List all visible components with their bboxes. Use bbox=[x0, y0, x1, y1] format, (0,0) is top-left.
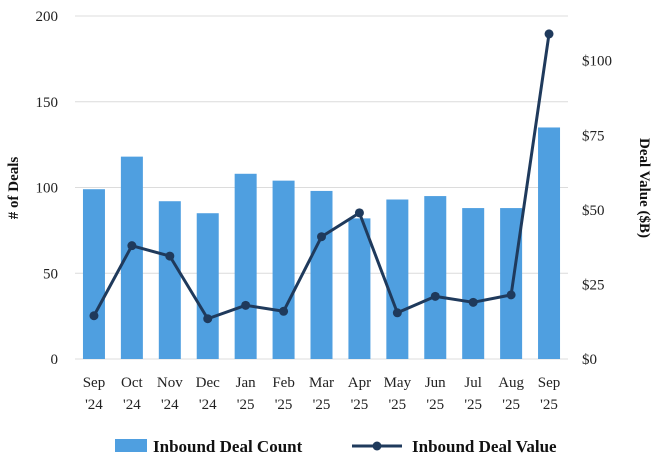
x-tick-label-year: '25 bbox=[313, 397, 331, 413]
right-tick-label: $50 bbox=[582, 203, 605, 219]
x-tick-label: Dec bbox=[196, 375, 220, 391]
x-tick-label: Jul bbox=[464, 375, 482, 391]
x-tick-label: Jun bbox=[425, 375, 446, 391]
bar bbox=[234, 173, 257, 359]
x-tick-label-year: '24 bbox=[85, 397, 103, 413]
bar bbox=[538, 127, 561, 359]
x-tick-label: Sep bbox=[83, 375, 106, 391]
x-tick-label: Mar bbox=[309, 375, 334, 391]
x-tick-label-year: '25 bbox=[275, 397, 293, 413]
right-tick-label: $75 bbox=[582, 128, 605, 144]
bar bbox=[120, 156, 143, 359]
legend: Inbound Deal Count Inbound Deal Value bbox=[115, 437, 557, 456]
left-tick-label: 150 bbox=[36, 95, 59, 111]
left-tick-label: 50 bbox=[43, 266, 58, 282]
x-tick-label: Aug bbox=[498, 375, 524, 391]
legend-swatch-deal-count bbox=[115, 439, 147, 452]
line-point bbox=[468, 297, 478, 307]
line-point bbox=[279, 306, 289, 316]
grid-lines bbox=[75, 15, 568, 360]
left-tick-label: 200 bbox=[36, 9, 59, 25]
x-tick-label-year: '25 bbox=[237, 397, 255, 413]
line-point bbox=[544, 29, 554, 39]
x-tick-label-year: '24 bbox=[123, 397, 141, 413]
x-tick-label-year: '25 bbox=[502, 397, 520, 413]
line-series-deal-value bbox=[89, 29, 554, 324]
left-axis-ticks: 0 50 100 150 200 bbox=[36, 9, 59, 368]
x-tick-label-year: '24 bbox=[199, 397, 217, 413]
line-point bbox=[89, 311, 99, 321]
left-tick-label: 100 bbox=[36, 181, 59, 197]
line-point bbox=[354, 208, 364, 218]
x-tick-label: May bbox=[384, 375, 412, 391]
bar bbox=[424, 196, 447, 359]
right-axis-label: Deal Value ($B) bbox=[636, 138, 652, 238]
right-tick-label: $0 bbox=[582, 352, 597, 368]
left-axis-label: # of Deals bbox=[6, 157, 22, 220]
x-tick-label-year: '25 bbox=[426, 397, 444, 413]
bar bbox=[196, 213, 219, 359]
bar bbox=[272, 180, 295, 359]
bar bbox=[310, 190, 333, 359]
x-tick-label-year: '25 bbox=[464, 397, 482, 413]
line-point bbox=[203, 314, 213, 324]
bar bbox=[82, 189, 105, 359]
x-tick-label-year: '25 bbox=[351, 397, 369, 413]
x-tick-label: Sep bbox=[538, 375, 561, 391]
x-tick-label: Oct bbox=[121, 375, 143, 391]
bar bbox=[158, 201, 181, 359]
line-point bbox=[506, 290, 516, 300]
bar-series-deal-count bbox=[82, 127, 561, 359]
right-tick-label: $100 bbox=[582, 54, 612, 70]
right-axis-ticks: $0 $25 $50 $75 $100 bbox=[582, 54, 612, 368]
right-tick-label: $25 bbox=[582, 277, 605, 293]
legend-marker-deal-value bbox=[372, 441, 382, 451]
x-tick-label: Jan bbox=[236, 375, 256, 391]
left-tick-label: 0 bbox=[51, 352, 59, 368]
legend-label-deal-value: Inbound Deal Value bbox=[412, 437, 557, 456]
x-tick-label-year: '25 bbox=[388, 397, 406, 413]
x-tick-label: Feb bbox=[272, 375, 295, 391]
legend-label-deal-count: Inbound Deal Count bbox=[153, 437, 303, 456]
bar bbox=[348, 218, 371, 359]
bar bbox=[462, 208, 485, 359]
line-point bbox=[241, 300, 251, 310]
line-point bbox=[317, 232, 326, 242]
bar bbox=[386, 199, 409, 359]
line-point bbox=[430, 291, 440, 301]
line-point bbox=[392, 308, 402, 318]
x-axis-ticks: Sep '24 Oct '24 Nov '24 Dec '24 Jan '25 Feb '25 Mar '… bbox=[83, 375, 561, 413]
x-tick-label-year: '24 bbox=[161, 397, 179, 413]
x-tick-label-year: '25 bbox=[540, 397, 558, 413]
x-tick-label: Nov bbox=[157, 375, 183, 391]
bar bbox=[500, 208, 523, 359]
x-tick-label: Apr bbox=[348, 375, 371, 391]
line-point bbox=[127, 241, 137, 251]
line-point bbox=[165, 251, 175, 261]
